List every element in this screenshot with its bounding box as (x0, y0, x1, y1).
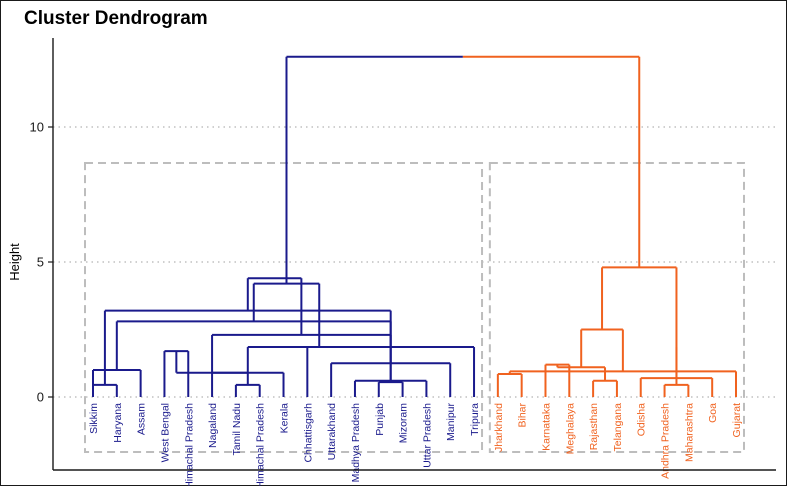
leaf-label: Jharkhand (493, 403, 505, 452)
leaf-label: West Bengal (159, 403, 171, 462)
leaf-label: Bihar (517, 403, 529, 428)
leaf-label: Himachal Pradesh (255, 403, 267, 486)
leaf-label: Kerala (279, 403, 291, 434)
leaf-labels: Sikkim Haryana Assam West Bengal Himachal Pr… (88, 402, 743, 486)
chart-title: Cluster Dendrogram (24, 8, 208, 29)
leaf-label: Odisha (636, 403, 648, 436)
leaf-label: Gujarat (731, 403, 743, 438)
leaf-label: Uttarakhand (326, 403, 338, 460)
leaf-label: Punjab (374, 403, 386, 436)
cluster-rectangles (84, 162, 745, 453)
y-tick-label: 10 (30, 120, 44, 135)
leaf-label: Himachal Pradesh (183, 403, 195, 486)
grid-lines (53, 126, 776, 398)
leaf-label: Uttar Pradesh (421, 403, 433, 468)
leaf-label: Chhattisgarh (302, 403, 314, 463)
cluster-rect (84, 162, 484, 453)
leaf-label: Maharashtra (683, 403, 695, 462)
leaf-label: Haryana (112, 403, 124, 443)
leaf-label: Mizoram (398, 403, 410, 444)
leaf-label: Tamil Nadu (231, 403, 243, 456)
leaf-label: Rajasthan (588, 403, 600, 450)
leaf-label: Andhra Pradesh (660, 403, 672, 479)
leaf-label: Sikkim (88, 403, 100, 434)
leaf-label: Meghalaya (564, 403, 576, 455)
cluster-rect (488, 162, 745, 453)
dendrogram-branches (92, 55, 737, 397)
leaf-label: Telangana (612, 403, 624, 452)
leaf-label: Karnataka (540, 403, 552, 451)
leaf-label: Goa (707, 403, 719, 423)
y-tick-label: 0 (37, 390, 44, 405)
y-tick-label: 5 (37, 255, 44, 270)
leaf-label: Tripura (469, 403, 481, 436)
y-axis: 0 5 10 (30, 38, 54, 470)
y-axis-label: Height (7, 243, 22, 281)
leaf-label: Manipur (445, 402, 457, 440)
leaf-label: Assam (136, 403, 148, 435)
leaf-label: Madhya Pradesh (350, 403, 362, 483)
leaf-label: Nagaland (207, 403, 219, 448)
